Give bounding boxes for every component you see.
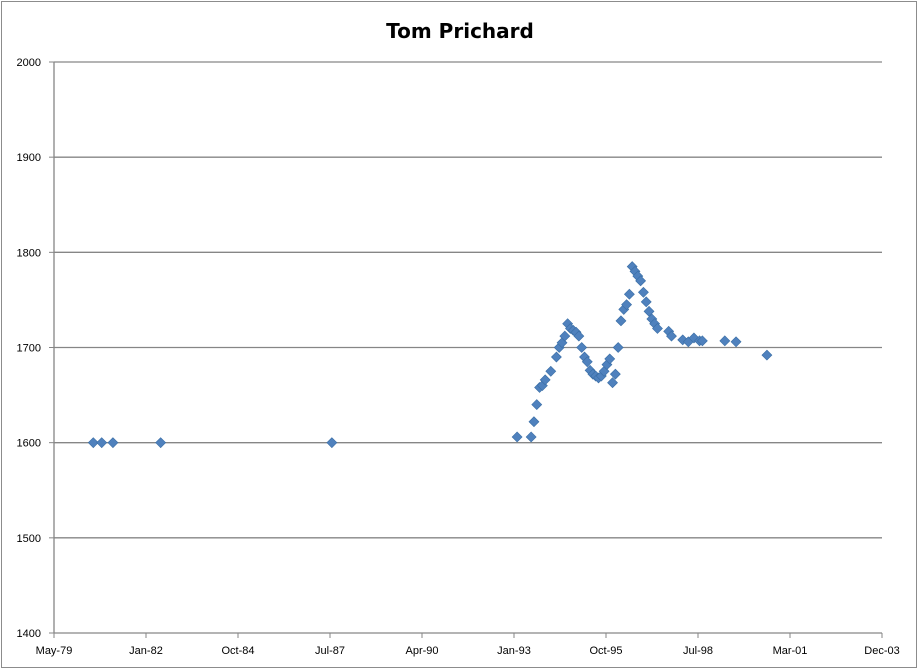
data-point xyxy=(623,288,635,300)
y-tick-label: 1400 xyxy=(17,628,41,640)
data-points xyxy=(87,261,773,449)
data-point xyxy=(730,336,742,348)
data-point xyxy=(96,437,108,449)
x-axis-ticks: May-79 Jan-82 Oct-84 Jul-87 Apr-90 Jan-93 Oct-… xyxy=(36,633,900,657)
data-point xyxy=(609,368,621,380)
x-tick-label: Jan-82 xyxy=(129,645,163,657)
data-point xyxy=(559,330,571,342)
x-tick-label: Oct-95 xyxy=(589,645,622,657)
data-point xyxy=(107,437,119,449)
x-tick-label: Mar-01 xyxy=(773,645,808,657)
data-point xyxy=(621,299,633,311)
data-point xyxy=(607,377,618,389)
y-tick-label: 1700 xyxy=(17,343,41,355)
data-point xyxy=(635,275,647,287)
chart-title: Tom Prichard xyxy=(386,19,534,43)
data-point xyxy=(539,374,551,386)
x-tick-label: Apr-90 xyxy=(405,645,438,657)
x-tick-label: Jan-93 xyxy=(497,645,531,657)
y-tick-label: 1600 xyxy=(17,438,41,450)
data-point xyxy=(550,351,562,363)
data-point xyxy=(719,335,731,347)
y-axis-ticks: 1400 1500 1600 1700 1800 1900 2000 xyxy=(17,57,54,640)
data-point xyxy=(545,365,557,377)
data-point xyxy=(525,431,537,443)
y-tick-label: 1900 xyxy=(17,152,41,164)
data-point xyxy=(615,315,627,327)
data-point xyxy=(637,286,649,298)
x-tick-label: Oct-84 xyxy=(221,645,254,657)
x-tick-label: Jul-87 xyxy=(315,645,345,657)
data-point xyxy=(696,335,708,347)
y-tick-label: 2000 xyxy=(17,57,41,69)
data-point xyxy=(87,437,99,449)
data-point xyxy=(326,437,338,449)
data-point xyxy=(528,416,540,428)
data-point xyxy=(581,356,593,368)
x-tick-label: Jul-98 xyxy=(683,645,713,657)
data-point xyxy=(531,399,543,411)
data-point xyxy=(612,342,624,353)
data-point xyxy=(652,323,663,334)
data-point xyxy=(604,353,616,365)
data-point xyxy=(666,330,677,342)
y-tick-label: 1800 xyxy=(17,247,41,259)
y-tick-label: 1500 xyxy=(17,533,41,545)
x-tick-label: May-79 xyxy=(36,645,73,657)
data-point xyxy=(573,330,585,342)
data-point xyxy=(155,437,167,449)
data-point xyxy=(640,296,652,308)
data-point xyxy=(511,431,523,443)
x-tick-label: Dec-03 xyxy=(864,645,899,657)
gridlines xyxy=(54,61,882,539)
data-point xyxy=(761,349,773,361)
data-point xyxy=(576,342,588,353)
